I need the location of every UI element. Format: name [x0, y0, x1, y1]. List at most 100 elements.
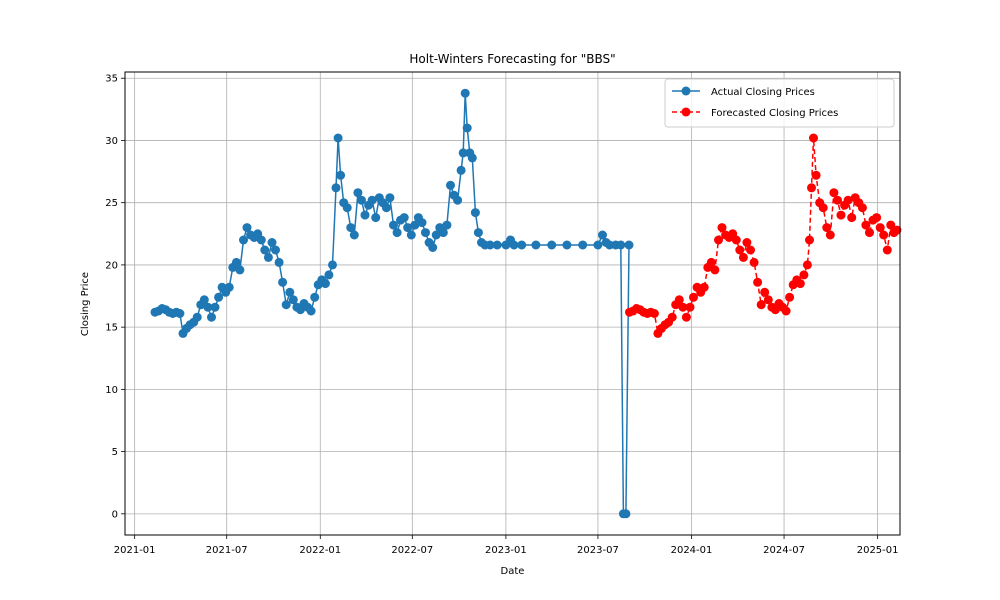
legend: Actual Closing Prices Forecasted Closing… — [664, 78, 895, 128]
data-point — [267, 238, 277, 247]
data-point — [431, 230, 441, 240]
data-point — [678, 302, 688, 312]
x-tick-label: 2024-01 — [671, 545, 713, 556]
data-point — [753, 277, 763, 287]
data-point — [822, 223, 832, 233]
data-point — [421, 228, 430, 238]
data-point — [310, 292, 320, 302]
data-point — [714, 235, 723, 245]
data-point — [886, 220, 896, 230]
data-point — [872, 213, 882, 223]
data-point — [805, 235, 814, 245]
data-point — [462, 123, 472, 133]
data-point — [802, 260, 812, 270]
data-point — [442, 220, 452, 230]
data-point — [460, 88, 470, 98]
x-tick-label: 2023-01 — [485, 545, 527, 556]
data-point — [681, 312, 691, 322]
data-point — [274, 257, 284, 267]
data-point — [381, 203, 391, 213]
data-point — [353, 188, 363, 198]
data-point — [578, 240, 588, 250]
data-point — [649, 309, 659, 318]
data-point — [203, 302, 213, 312]
x-tick-label: 2022-01 — [299, 545, 341, 556]
y-tick-label: 15 — [105, 323, 118, 334]
data-point — [879, 230, 889, 240]
data-point — [807, 183, 816, 193]
data-point — [861, 220, 871, 230]
data-point — [818, 203, 828, 213]
data-point — [742, 238, 752, 247]
data-point — [357, 195, 366, 205]
legend-box — [664, 78, 895, 128]
data-point — [235, 265, 245, 275]
legend-marker-actual — [681, 86, 691, 96]
data-point — [210, 302, 220, 312]
data-point — [829, 188, 839, 198]
x-axis: 2021-01 2021-07 2022-01 2022-07 2023-01 2023-… — [114, 535, 899, 556]
data-point — [738, 252, 748, 262]
x-tick-label: 2022-07 — [391, 545, 433, 556]
data-point — [367, 195, 377, 205]
data-point — [446, 180, 455, 190]
x-axis-label: Date — [501, 566, 525, 577]
data-point — [328, 260, 337, 270]
data-point — [756, 300, 766, 310]
data-point — [331, 183, 341, 193]
data-point — [406, 230, 416, 240]
data-point — [833, 195, 842, 205]
data-point — [410, 220, 420, 230]
data-point — [371, 213, 381, 223]
data-point — [360, 210, 370, 220]
data-point — [598, 230, 607, 240]
y-tick-label: 0 — [112, 509, 118, 520]
data-point — [333, 133, 343, 143]
data-point — [809, 133, 818, 143]
data-point — [667, 312, 677, 322]
y-tick-label: 10 — [105, 385, 118, 396]
data-point — [547, 240, 557, 250]
data-point — [763, 295, 773, 305]
data-point — [392, 228, 402, 238]
data-point — [288, 295, 298, 305]
data-point — [517, 240, 527, 250]
data-point — [389, 220, 398, 230]
data-point — [865, 228, 874, 238]
data-point — [731, 235, 741, 245]
data-point — [674, 295, 684, 305]
y-tick-label: 30 — [105, 136, 118, 147]
data-point — [263, 252, 273, 262]
data-point — [531, 240, 541, 250]
data-point — [324, 270, 334, 280]
data-point — [285, 287, 295, 297]
data-point — [689, 292, 698, 302]
data-point — [735, 245, 745, 255]
data-point — [875, 223, 885, 233]
data-point — [706, 257, 716, 267]
data-point — [428, 243, 438, 252]
data-point — [453, 195, 463, 205]
data-point — [509, 240, 519, 250]
data-point — [239, 235, 248, 245]
data-point — [811, 170, 821, 180]
data-point — [242, 223, 252, 233]
data-point — [417, 218, 427, 228]
data-point — [785, 292, 795, 302]
data-point — [458, 148, 468, 158]
x-tick-label: 2021-01 — [114, 545, 156, 556]
x-tick-label: 2025-01 — [857, 545, 899, 556]
data-point — [616, 240, 626, 250]
y-tick-label: 35 — [105, 74, 118, 85]
legend-label-forecast: Forecasted Closing Prices — [711, 108, 838, 119]
data-point — [260, 245, 270, 255]
data-point — [403, 223, 413, 233]
y-tick-label: 20 — [105, 260, 118, 271]
y-tick-label: 25 — [105, 198, 118, 209]
data-point — [349, 230, 359, 240]
data-point — [799, 270, 809, 280]
data-point — [843, 195, 853, 205]
data-point — [882, 245, 892, 255]
data-point — [746, 245, 755, 255]
data-point — [795, 279, 805, 289]
